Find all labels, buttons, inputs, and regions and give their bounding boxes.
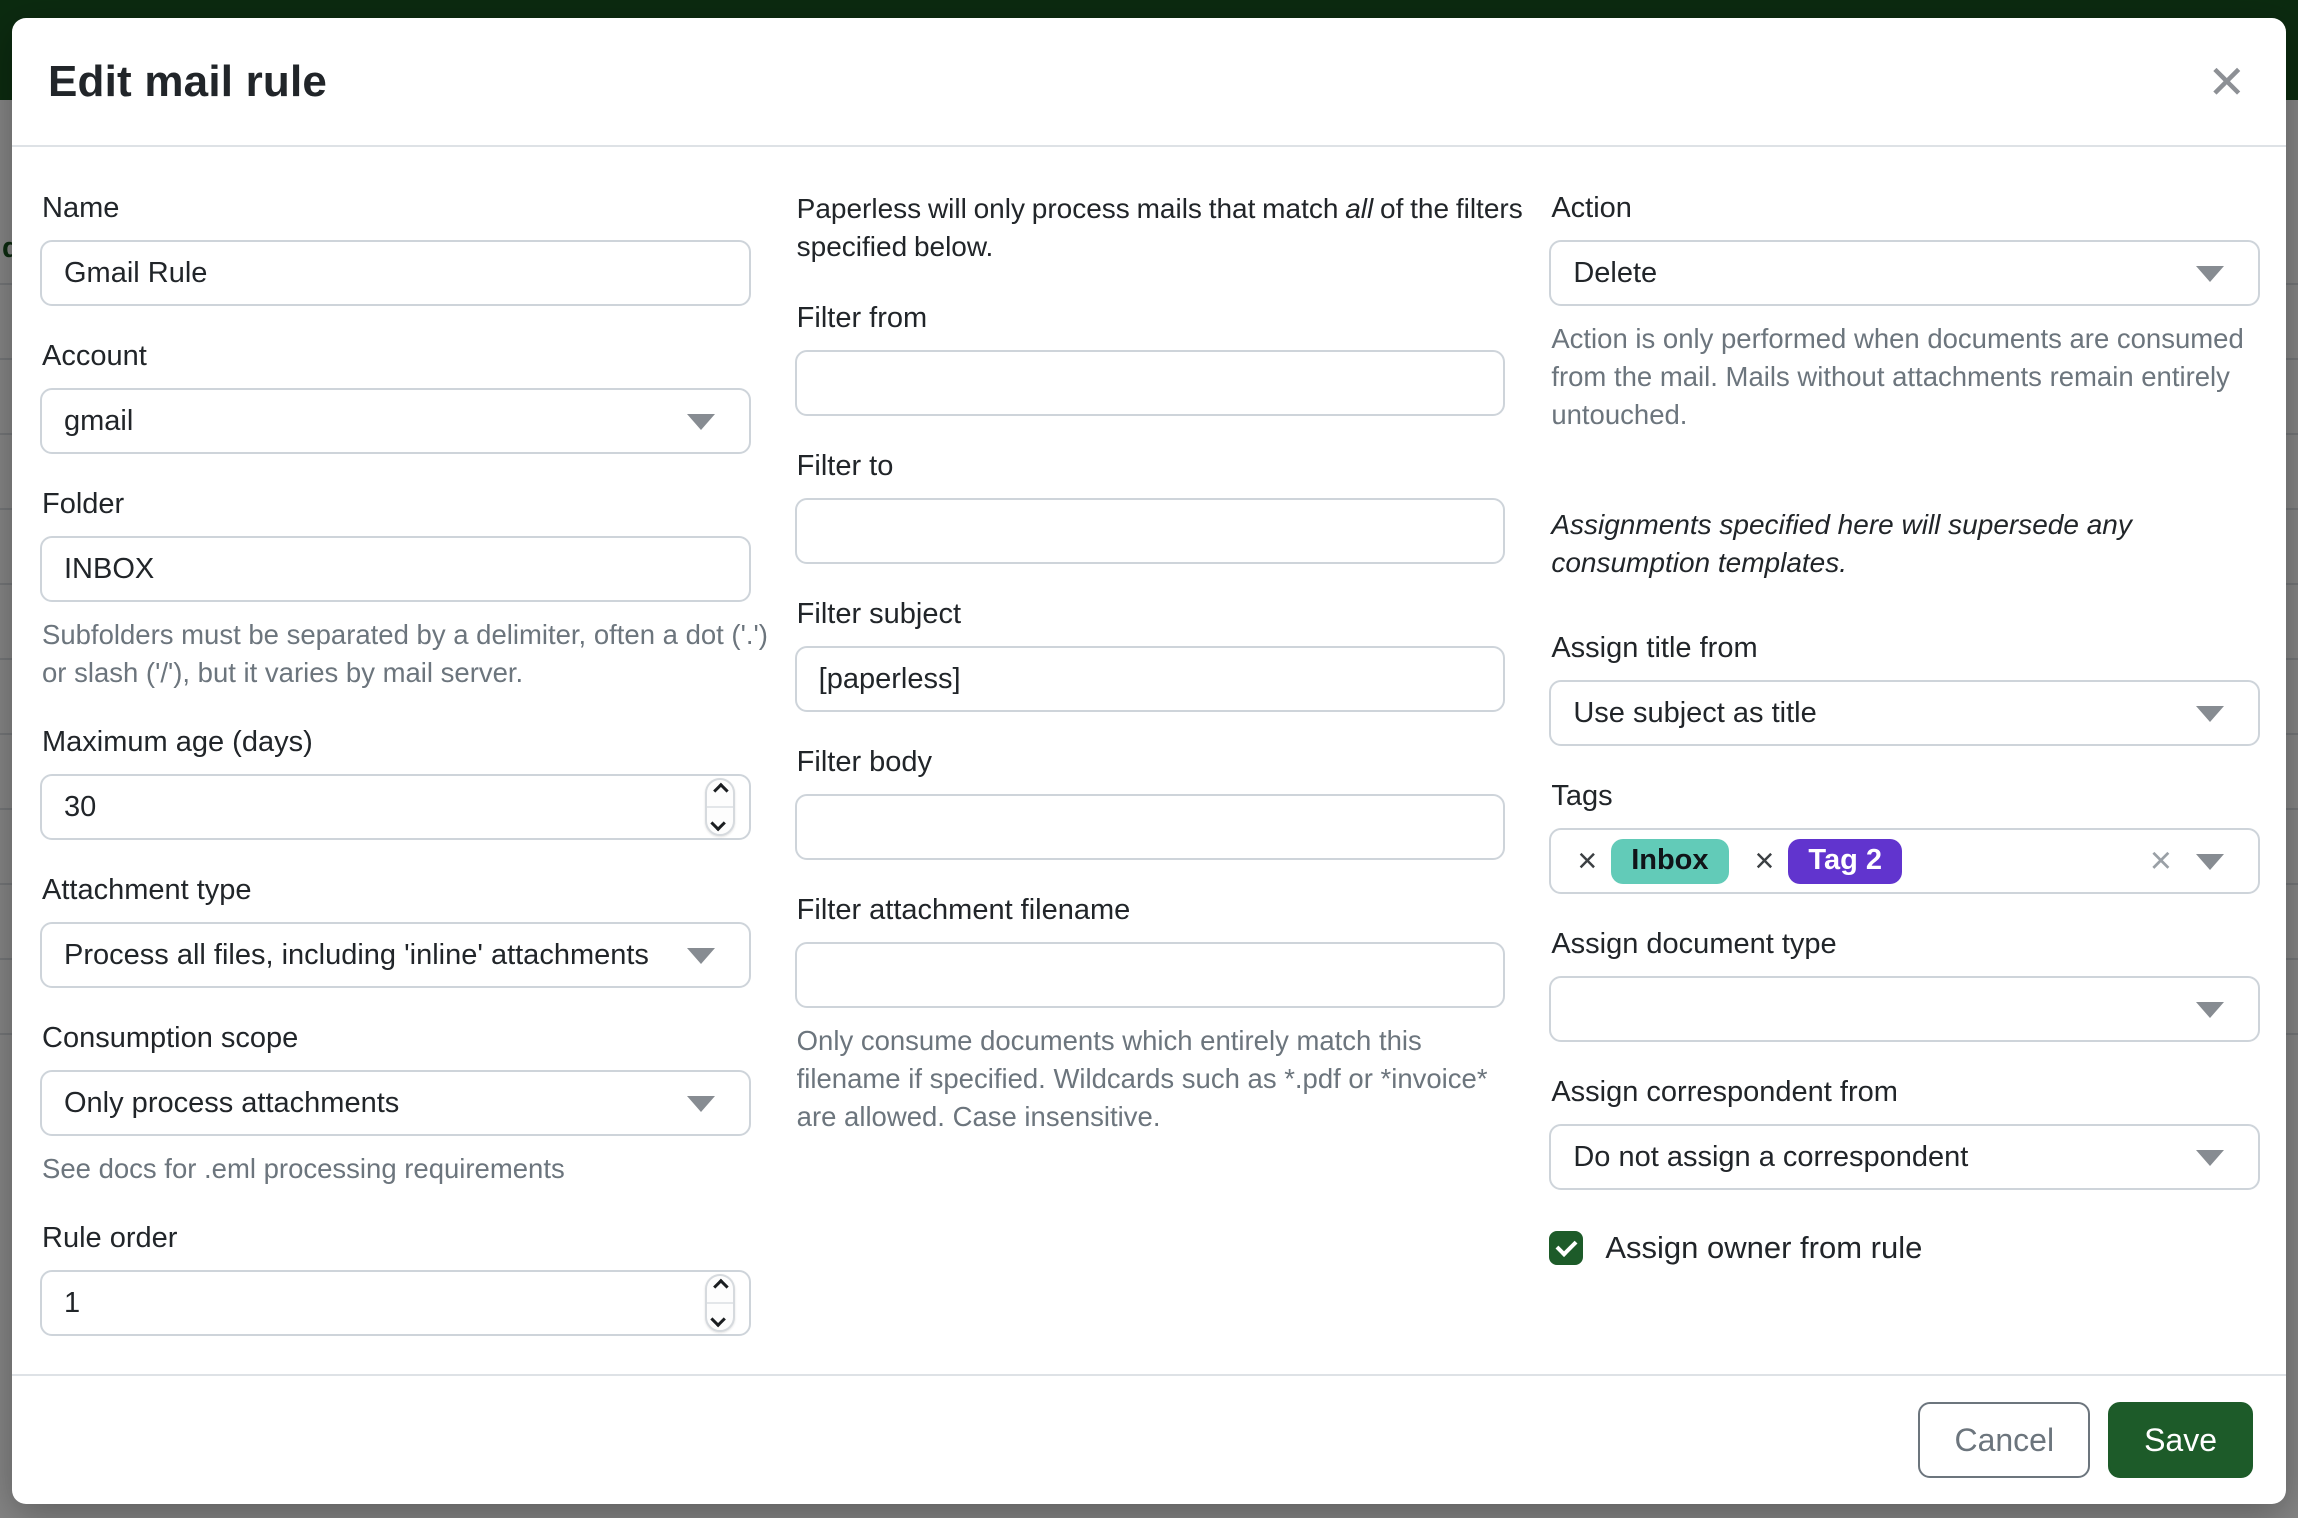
- field-folder: Folder INBOX Subfolders must be separate…: [40, 486, 768, 692]
- filter-filename-help-text: Only consume documents which entirely ma…: [796, 1025, 1488, 1132]
- chevron-down-icon: [686, 1096, 715, 1112]
- field-max-age: Maximum age (days) 30: [40, 724, 751, 840]
- clear-tags-icon[interactable]: ×: [2149, 840, 2172, 882]
- column-filters: Paperless will only process mails that m…: [794, 190, 1523, 1368]
- remove-tag-icon[interactable]: ×: [1577, 842, 1598, 880]
- field-assign-document-type: Assign document type: [1549, 926, 2260, 1042]
- consumption-scope-help-text: See docs for .eml processing requirement…: [42, 1153, 565, 1184]
- assign-title-select[interactable]: Use subject as title: [1549, 680, 2260, 746]
- chevron-down-icon: [686, 948, 715, 964]
- chevron-down-icon: [2196, 854, 2224, 870]
- assign-owner-checkbox-row[interactable]: Assign owner from rule: [1549, 1230, 2260, 1266]
- assign-document-type-select[interactable]: [1549, 976, 2260, 1042]
- chevron-up-icon[interactable]: [713, 1278, 729, 1295]
- filter-to-label: Filter to: [796, 450, 894, 482]
- name-label: Name: [42, 192, 120, 224]
- field-filter-from: Filter from: [794, 300, 1506, 416]
- column-general: Name Gmail Rule Account gmail Folder INB…: [40, 190, 768, 1368]
- assign-correspondent-label: Assign correspondent from: [1551, 1076, 1898, 1108]
- spinner-divider: [706, 1302, 733, 1304]
- folder-help-text: Subfolders must be separated by a delimi…: [42, 619, 768, 688]
- chevron-down-icon[interactable]: [710, 815, 727, 832]
- chevron-down-icon[interactable]: [710, 1311, 727, 1328]
- field-consumption-scope: Consumption scope Only process attachmen…: [40, 1020, 751, 1188]
- tags-label: Tags: [1551, 780, 1613, 812]
- field-action: Action Delete Action is only performed w…: [1549, 190, 2260, 434]
- tag-pill: Inbox: [1611, 838, 1729, 884]
- action-label: Action: [1551, 192, 1632, 224]
- field-filter-filename: Filter attachment filename Only consume …: [794, 892, 1506, 1136]
- filter-filename-label: Filter attachment filename: [796, 894, 1131, 926]
- name-input[interactable]: Gmail Rule: [40, 240, 751, 306]
- filter-subject-label: Filter subject: [796, 598, 962, 630]
- edit-mail-rule-modal: Edit mail rule ✕ Name Gmail Rule Account…: [12, 18, 2286, 1504]
- tag-pill: Tag 2: [1788, 838, 1902, 884]
- modal-body: Name Gmail Rule Account gmail Folder INB…: [12, 147, 2286, 1374]
- chevron-down-icon: [2196, 266, 2224, 282]
- assignments-note: Assignments specified here will supersed…: [1551, 509, 2132, 578]
- rule-order-label: Rule order: [42, 1222, 178, 1254]
- field-attachment-type: Attachment type Process all files, inclu…: [40, 872, 751, 988]
- field-account: Account gmail: [40, 338, 751, 454]
- assign-correspondent-select[interactable]: Do not assign a correspondent: [1549, 1124, 2260, 1190]
- action-select[interactable]: Delete: [1549, 240, 2260, 306]
- field-filter-to: Filter to: [794, 448, 1506, 564]
- consumption-scope-select[interactable]: Only process attachments: [40, 1070, 751, 1136]
- folder-input[interactable]: INBOX: [40, 536, 751, 602]
- action-help-text: Action is only performed when documents …: [1551, 323, 2244, 430]
- account-label: Account: [42, 340, 147, 372]
- filter-filename-input[interactable]: [794, 942, 1506, 1008]
- folder-label: Folder: [42, 488, 125, 520]
- close-icon[interactable]: ✕: [2207, 55, 2246, 108]
- filters-intro-text: Paperless will only process mails that m…: [796, 193, 1523, 262]
- chevron-down-icon: [686, 414, 715, 430]
- field-name: Name Gmail Rule: [40, 190, 751, 306]
- consumption-scope-label: Consumption scope: [42, 1022, 299, 1054]
- cancel-button[interactable]: Cancel: [1918, 1402, 2091, 1478]
- chevron-down-icon: [2196, 1002, 2224, 1018]
- tag-items: × Inbox × Tag 2: [1573, 838, 1924, 884]
- assign-document-type-label: Assign document type: [1551, 928, 1837, 960]
- chevron-up-icon[interactable]: [713, 782, 729, 799]
- rule-order-input[interactable]: 1: [40, 1270, 751, 1336]
- remove-tag-icon[interactable]: ×: [1754, 842, 1775, 880]
- chevron-down-icon: [2196, 706, 2224, 722]
- tags-select[interactable]: × Inbox × Tag 2 ×: [1549, 828, 2260, 894]
- modal-header: Edit mail rule ✕: [12, 18, 2286, 147]
- filter-subject-input[interactable]: [paperless]: [794, 646, 1506, 712]
- modal-title: Edit mail rule: [48, 56, 328, 106]
- field-assign-title: Assign title from Use subject as title: [1549, 630, 2260, 746]
- attachment-type-label: Attachment type: [42, 874, 252, 906]
- number-spinner[interactable]: [704, 778, 735, 836]
- chevron-down-icon: [2196, 1150, 2224, 1166]
- account-select[interactable]: gmail: [40, 388, 751, 454]
- filter-body-input[interactable]: [794, 794, 1506, 860]
- number-spinner[interactable]: [704, 1274, 735, 1332]
- filter-from-label: Filter from: [796, 302, 928, 334]
- attachment-type-select[interactable]: Process all files, including 'inline' at…: [40, 922, 751, 988]
- field-tags: Tags × Inbox × Tag 2 ×: [1549, 778, 2260, 894]
- field-assign-correspondent: Assign correspondent from Do not assign …: [1549, 1074, 2260, 1190]
- field-filter-subject: Filter subject [paperless]: [794, 596, 1506, 712]
- column-actions: Action Delete Action is only performed w…: [1549, 190, 2260, 1368]
- max-age-input[interactable]: 30: [40, 774, 751, 840]
- assign-owner-label: Assign owner from rule: [1605, 1230, 1923, 1265]
- max-age-label: Maximum age (days): [42, 726, 313, 758]
- assign-title-label: Assign title from: [1551, 632, 1758, 664]
- filter-from-input[interactable]: [794, 350, 1506, 416]
- checkbox-checked-icon[interactable]: [1549, 1231, 1584, 1265]
- spinner-divider: [706, 806, 733, 808]
- modal-footer: Cancel Save: [12, 1374, 2286, 1504]
- filter-to-input[interactable]: [794, 498, 1506, 564]
- field-filter-body: Filter body: [794, 744, 1506, 860]
- filter-body-label: Filter body: [796, 746, 933, 778]
- field-rule-order: Rule order 1: [40, 1220, 751, 1336]
- save-button[interactable]: Save: [2108, 1402, 2253, 1478]
